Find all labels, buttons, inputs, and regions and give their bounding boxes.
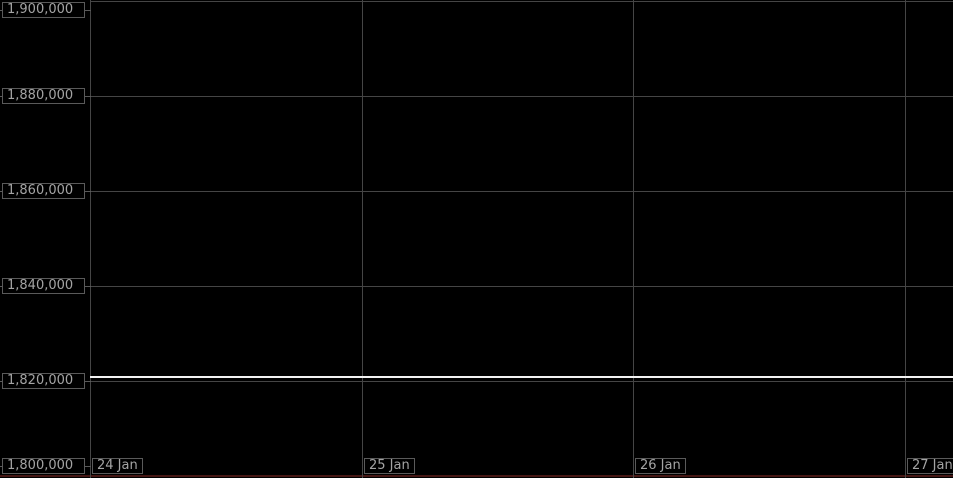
x-gridline — [90, 0, 91, 478]
y-axis-label: 1,880,000 — [2, 88, 85, 104]
x-gridline — [362, 0, 363, 478]
y-axis-tick-left — [0, 190, 3, 192]
x-gridline — [633, 0, 634, 478]
x-axis-label: 27 Jan — [907, 458, 953, 474]
y-axis-tick-left — [0, 285, 3, 287]
y-gridline — [90, 380, 953, 382]
y-axis-tick-left — [0, 380, 3, 382]
y-axis-label: 1,860,000 — [2, 183, 85, 199]
y-gridline — [90, 190, 953, 192]
y-gridline — [90, 0, 953, 2]
y-axis-tick-right — [85, 380, 91, 382]
y-axis-tick-right — [85, 9, 91, 11]
x-axis-label: 24 Jan — [92, 458, 143, 474]
x-gridline — [905, 0, 906, 478]
y-axis-tick-right — [85, 190, 91, 192]
y-axis-tick-right — [85, 95, 91, 97]
price-line — [90, 376, 953, 378]
x-axis-line — [0, 475, 953, 477]
y-axis-label: 1,800,000 — [2, 458, 85, 474]
y-axis-tick-right — [85, 285, 91, 287]
y-axis-label: 1,900,000 — [2, 2, 85, 18]
y-axis-label: 1,820,000 — [2, 373, 85, 389]
y-axis-tick-left — [0, 95, 3, 97]
x-axis-label: 25 Jan — [364, 458, 415, 474]
y-axis-tick-left — [0, 9, 3, 11]
y-gridline — [90, 95, 953, 97]
y-axis-tick-right — [85, 465, 91, 467]
y-axis-tick-left — [0, 465, 3, 467]
x-axis-label: 26 Jan — [635, 458, 686, 474]
y-axis-label: 1,840,000 — [2, 278, 85, 294]
y-gridline — [90, 285, 953, 287]
